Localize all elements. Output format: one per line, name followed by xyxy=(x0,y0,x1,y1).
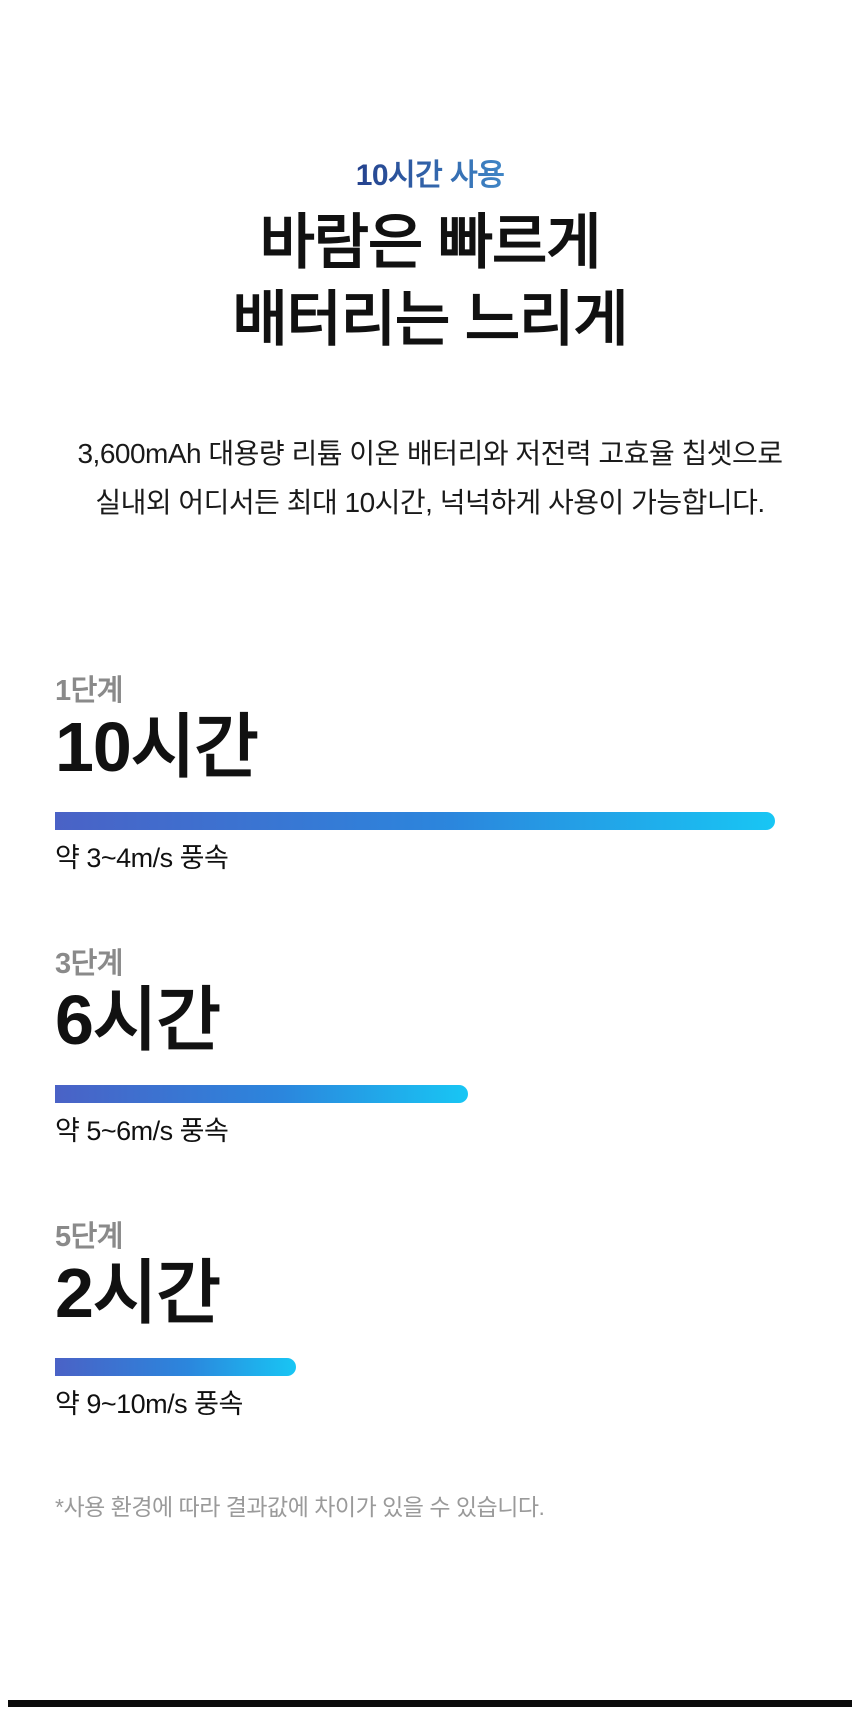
duration-bar xyxy=(55,1358,296,1376)
bottom-divider xyxy=(8,1700,852,1707)
wind-speed-caption: 약 3~4m/s 풍속 xyxy=(55,843,229,873)
description-line-2: 실내외 어디서든 최대 10시간, 넉넉하게 사용이 가능합니다. xyxy=(95,487,765,518)
stage-row-3: 5단계 2시간 약 9~10m/s 풍속 xyxy=(55,1220,805,1420)
stage-row-2: 3단계 6시간 약 5~6m/s 풍속 xyxy=(55,947,805,1147)
footnote: *사용 환경에 따라 결과값에 차이가 있을 수 있습니다. xyxy=(55,1494,545,1520)
duration-bar xyxy=(55,812,775,830)
usage-bar-chart: 1단계 10시간 약 3~4m/s 풍속 3단계 6시간 약 5~6m/s 풍속… xyxy=(55,674,805,1420)
title-line-2: 배터리는 느리게 xyxy=(232,286,628,353)
description-line-1: 3,600mAh 대용량 리튬 이온 배터리와 저전력 고효율 칩셋으로 xyxy=(77,438,783,469)
stage-label: 5단계 xyxy=(55,1221,124,1253)
wind-speed-caption: 약 5~6m/s 풍속 xyxy=(55,1116,229,1146)
stage-row-1: 1단계 10시간 약 3~4m/s 풍속 xyxy=(55,674,805,874)
duration-bar xyxy=(55,1085,469,1103)
title-line-1: 바람은 빠르게 xyxy=(259,209,602,276)
stage-duration-value: 6시간 xyxy=(55,981,221,1059)
stage-label: 3단계 xyxy=(55,948,124,980)
stage-label: 1단계 xyxy=(55,675,124,707)
eyebrow-label: 10시간 사용 xyxy=(355,159,505,192)
stage-duration-value: 10시간 xyxy=(55,708,259,786)
stage-duration-value: 2시간 xyxy=(55,1254,221,1332)
wind-speed-caption: 약 9~10m/s 풍속 xyxy=(55,1389,243,1419)
